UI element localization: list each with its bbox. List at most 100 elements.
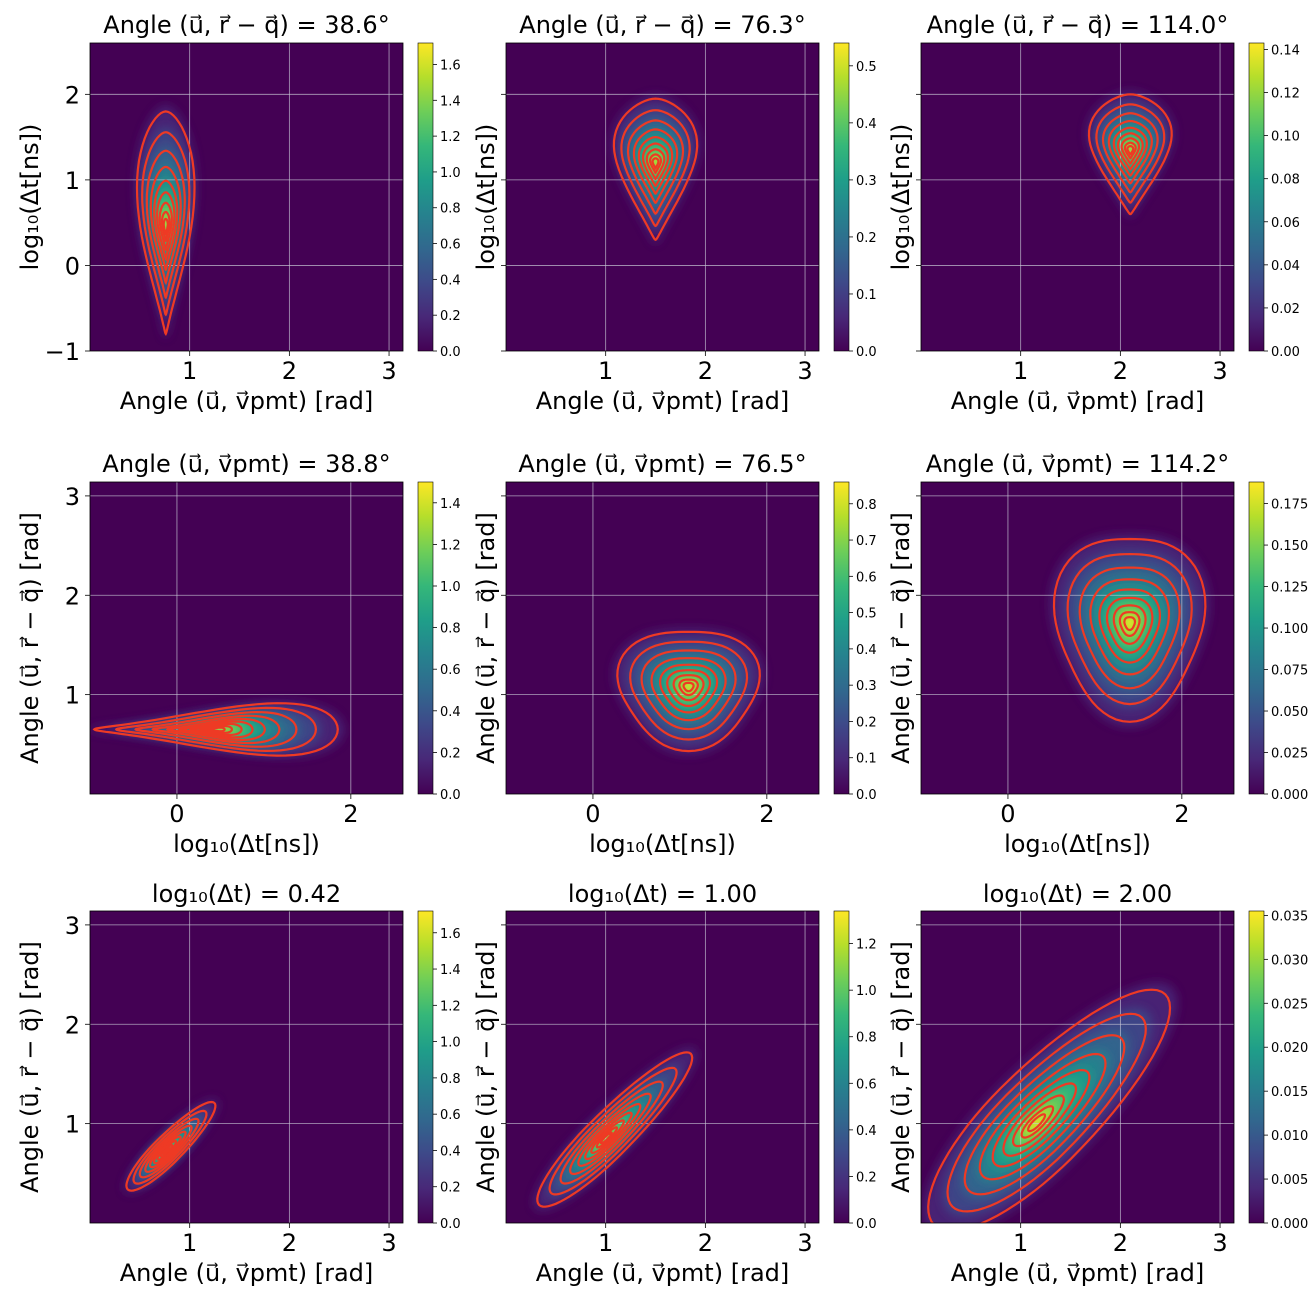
contour-line bbox=[629, 640, 749, 741]
y-tick-label: 1 bbox=[65, 682, 80, 710]
contour-line bbox=[132, 1109, 208, 1185]
contour-line bbox=[144, 1124, 193, 1173]
contour-line bbox=[978, 1052, 1107, 1181]
x-tick-label: 1 bbox=[1013, 1229, 1028, 1257]
chart-title: Angle (u⃗, r⃗ − q⃗) = 38.6° bbox=[103, 11, 389, 39]
x-axis-label: Angle (u⃗, v⃗pmt) [rad] bbox=[120, 387, 374, 415]
colorbar bbox=[1248, 910, 1265, 1224]
contour-line bbox=[927, 988, 1172, 1223]
x-tick-label: 2 bbox=[698, 1229, 713, 1257]
y-tick-label: 2 bbox=[65, 582, 80, 610]
colorbar bbox=[1248, 42, 1265, 352]
chart-title: log₁₀(Δt) = 2.00 bbox=[983, 880, 1172, 908]
contour-line bbox=[590, 1119, 625, 1154]
colorbar-tick-label: 0.7 bbox=[856, 534, 877, 549]
colorbar-tick-label: 0.0 bbox=[440, 345, 461, 360]
x-tick-label: 3 bbox=[1212, 357, 1227, 385]
axes-frame bbox=[920, 481, 1235, 795]
x-tick-label: 3 bbox=[381, 357, 396, 385]
colorbar-tick-label: 1.4 bbox=[440, 94, 461, 109]
y-tick-label: 1 bbox=[65, 167, 80, 195]
contour-line bbox=[1098, 588, 1162, 664]
x-tick-label: 2 bbox=[282, 357, 297, 385]
colorbar-tick-label: 0.000 bbox=[1271, 1217, 1308, 1232]
colorbar-tick-label: 0.14 bbox=[1271, 43, 1300, 58]
panel-p1: 1 2 3 −1 0 1 2 Angle (u⃗, r⃗ − q⃗) = 38.6° Angle… bbox=[16, 11, 461, 415]
y-axis-label: Angle (u⃗, r⃗ − q⃗) [rad] bbox=[887, 512, 915, 764]
colorbar-tick-label: 0.3 bbox=[856, 679, 877, 694]
chart-title: Angle (u⃗, v⃗pmt) = 38.8° bbox=[102, 450, 390, 478]
y-tick-label: −1 bbox=[45, 338, 80, 366]
colorbar-tick-label: 0.025 bbox=[1271, 747, 1308, 762]
contour-line bbox=[162, 217, 169, 236]
y-tick-label: 3 bbox=[65, 912, 80, 940]
colorbar-tick-label: 0.8 bbox=[440, 202, 461, 217]
colorbar bbox=[417, 910, 434, 1224]
colorbar-tick-label: 0.6 bbox=[856, 570, 877, 585]
contour-line bbox=[640, 649, 737, 731]
contour-line bbox=[595, 1126, 618, 1149]
y-tick-label: 2 bbox=[65, 81, 80, 109]
x-tick-label: 1 bbox=[1013, 357, 1028, 385]
colorbar-tick-label: 0.175 bbox=[1271, 498, 1308, 513]
contour-line bbox=[1027, 1113, 1047, 1133]
colorbar-tick-label: 1.4 bbox=[440, 963, 461, 978]
density-level bbox=[600, 1132, 612, 1144]
contour-line bbox=[155, 191, 176, 262]
contour-line bbox=[1118, 611, 1141, 638]
y-tick-label: 1 bbox=[65, 1111, 80, 1139]
colorbar-tick-label: 0.12 bbox=[1271, 87, 1300, 102]
contour-line bbox=[645, 148, 666, 180]
contour-line bbox=[141, 131, 191, 317]
axes-frame bbox=[505, 481, 820, 795]
contour-line bbox=[158, 201, 173, 253]
contour-line bbox=[1112, 126, 1149, 177]
x-tick-label: 2 bbox=[282, 1229, 297, 1257]
x-tick-label: 1 bbox=[598, 357, 613, 385]
density-level bbox=[1127, 145, 1134, 155]
panel-p8: 1 2 3 log₁₀(Δt) = 1.00 Angle (u⃗, v⃗pmt) [ra… bbox=[472, 880, 877, 1287]
axes-frame bbox=[505, 42, 820, 352]
colorbar-tick-label: 0.020 bbox=[1271, 1041, 1308, 1056]
colorbar bbox=[833, 42, 850, 352]
chart-title: log₁₀(Δt) = 0.42 bbox=[152, 880, 341, 908]
colorbar-tick-label: 0.100 bbox=[1271, 622, 1308, 637]
x-tick-label: 1 bbox=[598, 1229, 613, 1257]
contour-line bbox=[125, 1100, 217, 1192]
heatmap-density bbox=[921, 43, 1234, 351]
y-axis-label: Angle (u⃗, r⃗ − q⃗) [rad] bbox=[472, 512, 500, 764]
contour-line bbox=[1116, 132, 1144, 171]
contour-line bbox=[153, 179, 179, 272]
contour-line bbox=[1066, 552, 1193, 706]
contour-line bbox=[1095, 103, 1166, 204]
x-tick-label: 0 bbox=[1000, 800, 1015, 828]
contour-line bbox=[161, 1146, 171, 1156]
density-level bbox=[652, 158, 659, 169]
colorbar-tick-label: 0.035 bbox=[1271, 909, 1308, 924]
contour-line bbox=[206, 726, 226, 733]
colorbar-tick-label: 0.010 bbox=[1271, 1129, 1308, 1144]
contour-line bbox=[637, 135, 674, 195]
contour-line bbox=[135, 110, 196, 336]
colorbar-tick-label: 0.4 bbox=[856, 117, 877, 132]
colorbar-tick-label: 0.3 bbox=[856, 174, 877, 189]
x-axis-label: Angle (u⃗, v⃗pmt) [rad] bbox=[951, 1259, 1205, 1287]
heatmap-density bbox=[506, 43, 819, 351]
colorbar-tick-label: 0.6 bbox=[440, 1108, 461, 1123]
contour-line bbox=[678, 678, 699, 697]
contour-line bbox=[138, 1117, 200, 1179]
x-axis-label: Angle (u⃗, v⃗pmt) [rad] bbox=[951, 387, 1205, 415]
contour-line bbox=[650, 657, 727, 722]
contour-line bbox=[197, 724, 234, 734]
chart-title: log₁₀(Δt) = 1.00 bbox=[568, 880, 757, 908]
colorbar-tick-label: 0.0 bbox=[856, 788, 877, 803]
contour-line bbox=[149, 165, 182, 286]
colorbar-tick-label: 0.4 bbox=[440, 705, 461, 720]
contour-line bbox=[1012, 1094, 1066, 1148]
colorbar-tick-label: 0.005 bbox=[1271, 1173, 1308, 1188]
heatmap-density bbox=[90, 43, 403, 351]
contour-line bbox=[148, 1130, 187, 1169]
contour-line bbox=[548, 1066, 678, 1196]
contour-line bbox=[616, 630, 761, 753]
